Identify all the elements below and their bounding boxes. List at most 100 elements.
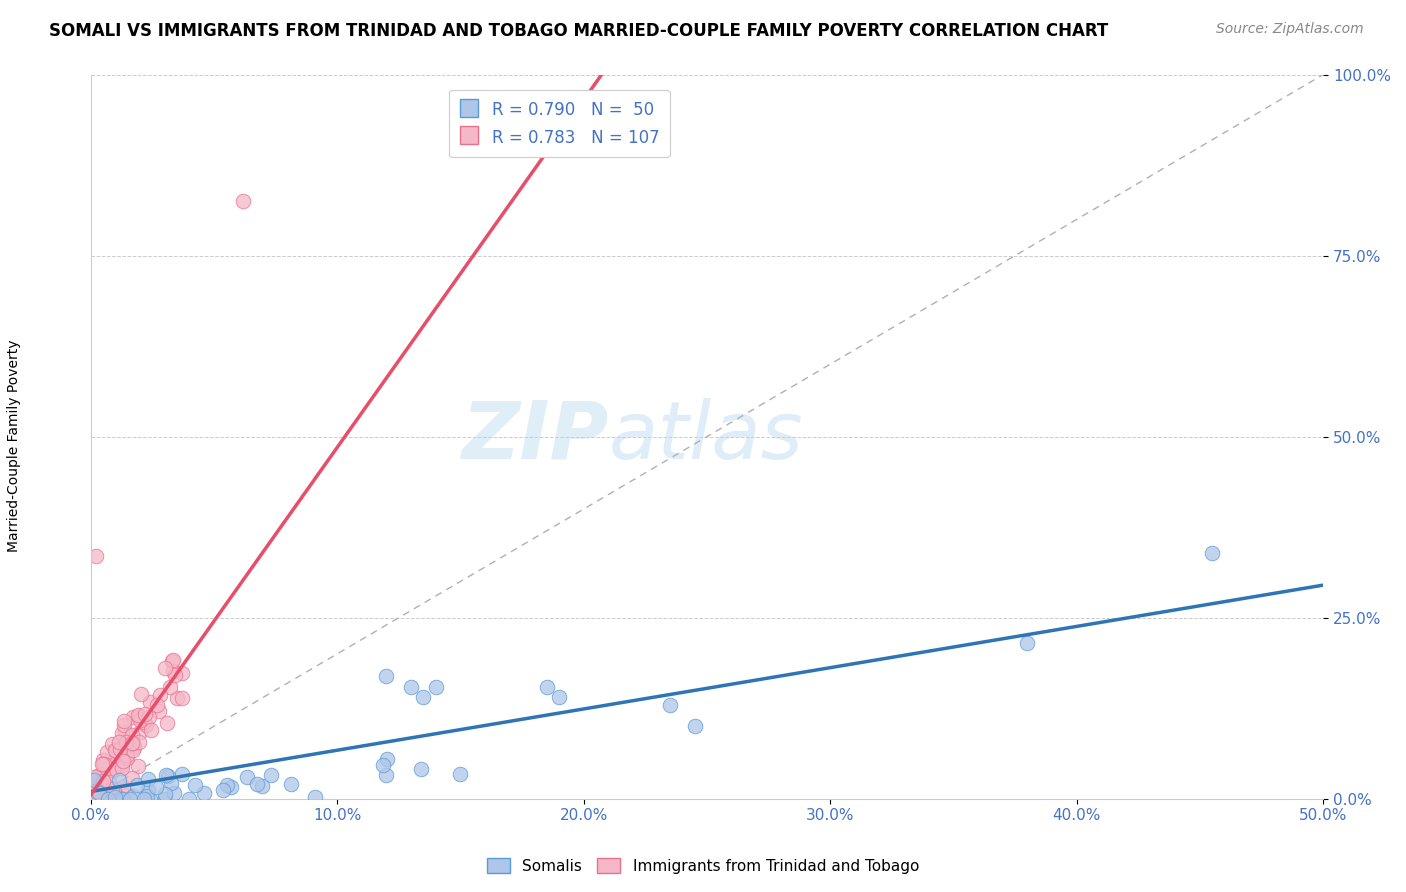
Point	[134, 715, 156, 730]
Point	[105, 744, 128, 758]
Point	[115, 751, 138, 765]
Point	[163, 786, 186, 800]
Point	[84, 783, 107, 797]
Point	[129, 724, 152, 739]
Point	[375, 668, 398, 682]
Point	[232, 194, 254, 209]
Point	[129, 687, 152, 701]
Point	[1201, 545, 1223, 559]
Point	[166, 690, 188, 705]
Point	[184, 778, 207, 792]
Point	[83, 791, 105, 805]
Text: Married-Couple Family Poverty: Married-Couple Family Poverty	[7, 340, 21, 552]
Point	[304, 790, 326, 805]
Point	[96, 779, 118, 793]
Point	[145, 780, 167, 794]
Point	[89, 780, 111, 795]
Point	[115, 739, 138, 753]
Point	[156, 716, 179, 731]
Point	[155, 768, 177, 782]
Point	[425, 680, 447, 694]
Point	[141, 723, 163, 738]
Point	[89, 768, 111, 782]
Point	[159, 680, 181, 694]
Point	[138, 710, 160, 724]
Point	[97, 788, 120, 802]
Point	[375, 768, 398, 782]
Point	[170, 666, 193, 681]
Point	[97, 775, 120, 789]
Point	[138, 791, 160, 805]
Point	[108, 791, 131, 805]
Point	[128, 735, 150, 749]
Point	[115, 748, 138, 763]
Point	[260, 768, 283, 782]
Legend: Somalis, Immigrants from Trinidad and Tobago: Somalis, Immigrants from Trinidad and To…	[481, 852, 925, 880]
Point	[93, 789, 115, 803]
Point	[112, 718, 135, 732]
Point	[139, 695, 162, 709]
Point	[104, 789, 127, 804]
Point	[121, 736, 143, 750]
Point	[87, 786, 110, 800]
Point	[96, 789, 118, 804]
Point	[82, 779, 104, 793]
Point	[83, 772, 105, 787]
Text: Source: ZipAtlas.com: Source: ZipAtlas.com	[1216, 22, 1364, 37]
Point	[87, 790, 110, 805]
Point	[80, 791, 103, 805]
Point	[128, 708, 150, 723]
Point	[122, 736, 145, 750]
Point	[96, 745, 118, 759]
Point	[122, 742, 145, 756]
Point	[83, 770, 105, 784]
Legend: R = 0.790   N =  50, R = 0.783   N = 107: R = 0.790 N = 50, R = 0.783 N = 107	[449, 90, 669, 157]
Point	[89, 790, 111, 805]
Point	[409, 763, 432, 777]
Point	[91, 766, 114, 780]
Point	[93, 756, 115, 771]
Text: ZIP: ZIP	[461, 398, 609, 475]
Point	[87, 791, 110, 805]
Point	[103, 763, 125, 777]
Point	[129, 713, 152, 727]
Point	[101, 763, 124, 777]
Point	[236, 770, 259, 784]
Point	[86, 790, 108, 805]
Point	[91, 757, 114, 772]
Point	[1017, 636, 1039, 650]
Point	[100, 788, 122, 802]
Point	[148, 704, 170, 718]
Point	[101, 759, 124, 773]
Point	[110, 725, 132, 739]
Point	[135, 789, 157, 803]
Point	[108, 772, 131, 787]
Point	[162, 664, 184, 678]
Point	[91, 756, 114, 771]
Point	[101, 781, 124, 796]
Point	[115, 735, 138, 749]
Point	[110, 761, 132, 775]
Point	[449, 767, 471, 781]
Point	[371, 757, 394, 772]
Point	[135, 718, 157, 732]
Point	[193, 785, 215, 799]
Point	[112, 714, 135, 729]
Point	[112, 754, 135, 768]
Point	[121, 728, 143, 742]
Point	[87, 785, 110, 799]
Point	[83, 783, 105, 797]
Point	[162, 652, 184, 666]
Point	[101, 786, 124, 800]
Point	[159, 776, 181, 790]
Point	[399, 680, 422, 694]
Point	[115, 789, 138, 803]
Point	[246, 777, 269, 791]
Point	[172, 691, 194, 706]
Point	[97, 791, 120, 805]
Point	[155, 661, 177, 675]
Point	[157, 769, 180, 783]
Point	[107, 759, 129, 773]
Point	[127, 758, 149, 772]
Point	[280, 777, 302, 791]
